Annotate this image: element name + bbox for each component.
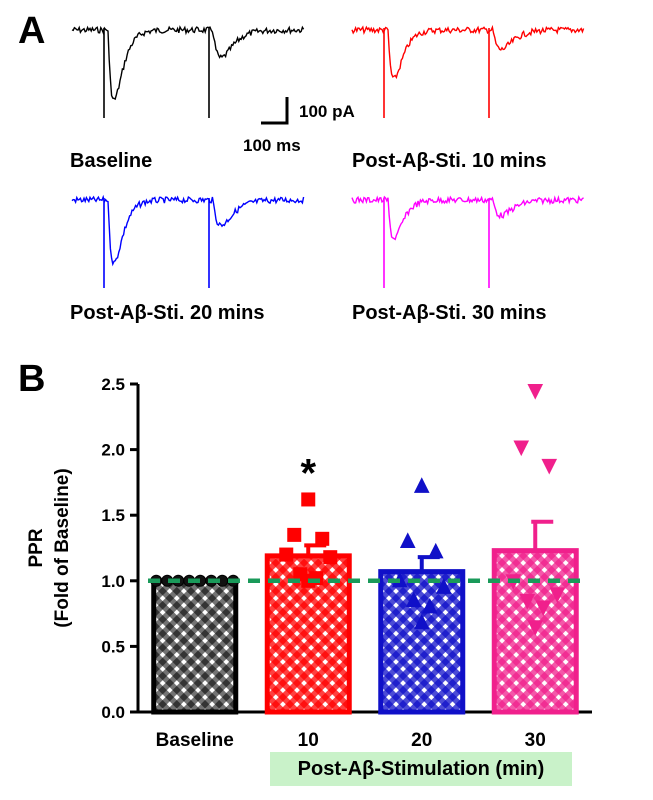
- scale-bar-time-label: 100 ms: [243, 136, 301, 155]
- x-tick-label: Baseline: [156, 730, 234, 751]
- data-point-30: [519, 593, 536, 610]
- significance-star: *: [300, 451, 316, 495]
- bar-20: [378, 569, 466, 715]
- y-tick-label: 1.5: [101, 506, 125, 525]
- panel-a-label: A: [18, 10, 46, 52]
- trace-label-10min: Post-Aβ-Sti. 10 mins: [352, 150, 547, 172]
- data-point-10: [279, 547, 294, 562]
- data-point-10: [323, 550, 338, 565]
- data-point-30: [541, 458, 558, 475]
- data-point-20: [405, 591, 422, 607]
- y-tick-label: 2.5: [101, 375, 125, 394]
- data-point-20: [421, 597, 438, 614]
- panel-b-label: B: [18, 358, 46, 400]
- data-point-30: [549, 587, 566, 604]
- data-point-10: [301, 492, 316, 507]
- data-point-30: [535, 600, 552, 617]
- data-point-20: [427, 542, 444, 559]
- data-point-20: [413, 477, 430, 493]
- scale-bar-current-label: 100 pA: [299, 102, 355, 121]
- x-axis-title-highlight: [270, 752, 572, 786]
- trace-label-baseline: Baseline: [70, 150, 153, 172]
- trace-label-30min: Post-Aβ-Sti. 30 mins: [352, 302, 547, 324]
- data-point-10: [287, 527, 302, 542]
- trace-1: [351, 24, 585, 80]
- y-axis-title: PPR: [26, 528, 47, 567]
- y-tick-label: 0.0: [101, 703, 125, 722]
- trace-0: [71, 25, 305, 101]
- bar-Baseline: [151, 578, 239, 715]
- trace-3: [351, 194, 584, 241]
- data-point-10: [315, 531, 330, 546]
- data-point-20: [399, 532, 416, 548]
- y-tick-label: 1.0: [101, 572, 125, 591]
- data-point-30: [513, 440, 530, 457]
- data-point-30: [527, 620, 544, 636]
- x-axis-title: Post-Aβ-Stimulation (min): [297, 758, 545, 780]
- x-tick-label: 20: [411, 730, 432, 751]
- x-tick-label: 30: [525, 730, 546, 751]
- y-tick-label: 0.5: [101, 637, 125, 656]
- y-tick-label: 2.0: [101, 441, 125, 460]
- data-point-30: [527, 384, 544, 400]
- data-point-20: [435, 578, 452, 594]
- y-axis-subtitle: (Fold of Baseline): [52, 468, 73, 627]
- data-point-20: [413, 613, 430, 630]
- trace-2: [71, 194, 305, 267]
- x-tick-label: 10: [298, 730, 319, 751]
- trace-label-20min: Post-Aβ-Sti. 20 mins: [70, 302, 265, 324]
